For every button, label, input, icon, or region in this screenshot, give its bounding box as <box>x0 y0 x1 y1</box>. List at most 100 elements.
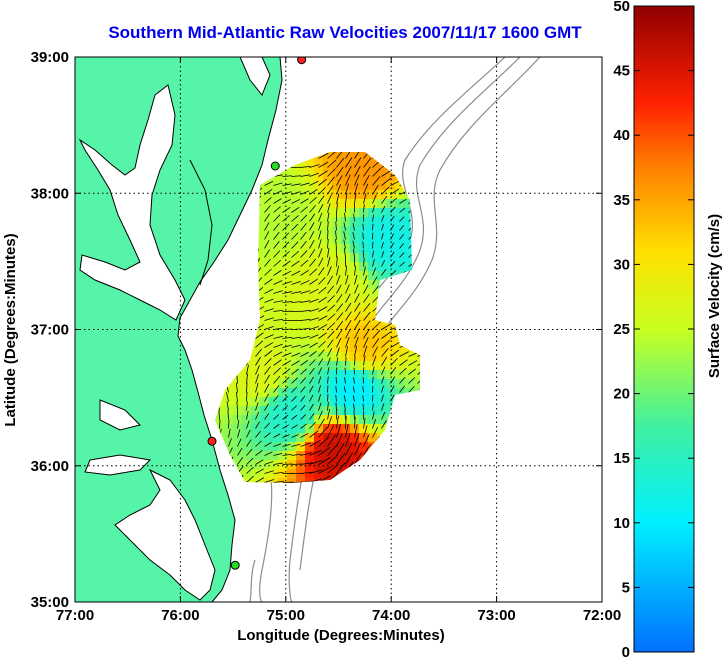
velocity-arrow <box>345 319 352 330</box>
velocity-arrow <box>291 434 299 438</box>
velocity-arrow <box>300 290 311 294</box>
velocity-arrow <box>327 176 335 186</box>
colorbar-label: Surface Velocity (cm/s) <box>706 214 723 378</box>
velocity-arrow <box>327 376 329 384</box>
velocity-arrow <box>255 392 259 402</box>
velocity-arrow <box>372 285 379 294</box>
velocity-arrow <box>318 161 329 168</box>
velocity-arrow <box>255 365 260 375</box>
velocity-arrow <box>300 386 306 393</box>
speed-cell <box>341 152 350 154</box>
velocity-arrow <box>273 404 279 411</box>
velocity-arrow <box>363 311 371 321</box>
velocity-arrow <box>300 240 307 249</box>
speed-cell <box>332 152 341 154</box>
velocity-arrow <box>353 410 355 420</box>
velocity-arrow <box>309 430 319 438</box>
velocity-arrow <box>381 260 386 267</box>
velocity-arrow <box>255 431 261 438</box>
velocity-arrow <box>255 440 262 447</box>
colorbar-tick-label: 10 <box>613 515 630 532</box>
velocity-arrow <box>408 352 419 357</box>
velocity-arrow <box>318 257 324 267</box>
velocity-arrow <box>291 183 301 186</box>
velocity-arrow <box>300 452 313 456</box>
colorbar-tick-label: 0 <box>622 644 630 659</box>
velocity-arrow <box>309 288 319 294</box>
velocity-arrow <box>291 206 300 213</box>
velocity-arrow <box>300 433 309 438</box>
velocity-arrow <box>343 395 346 402</box>
velocity-arrow <box>282 199 292 204</box>
map-title: Southern Mid-Atlantic Raw Velocities 200… <box>108 23 582 42</box>
velocity-arrow <box>309 249 316 258</box>
velocity-arrow <box>381 356 388 366</box>
velocity-arrow <box>336 175 343 186</box>
velocity-arrow <box>300 319 311 321</box>
velocity-arrow <box>372 214 374 222</box>
speed-cell <box>305 478 314 483</box>
y-axis-label: Latitude (Degrees:Minutes) <box>2 233 19 426</box>
velocity-arrow <box>327 401 329 411</box>
velocity-arrow <box>335 221 337 231</box>
velocity-arrow <box>291 280 301 285</box>
velocity-arrow <box>363 425 368 438</box>
velocity-arrow <box>291 270 301 276</box>
velocity-arrow <box>372 329 381 339</box>
velocity-arrow <box>345 452 354 465</box>
speed-cell <box>278 478 287 483</box>
velocity-arrow <box>399 351 409 357</box>
velocity-arrow <box>381 169 392 177</box>
velocity-arrow <box>344 212 346 222</box>
velocity-arrow <box>300 190 310 195</box>
velocity-arrow <box>354 442 362 456</box>
velocity-arrow <box>345 174 351 186</box>
velocity-arrow <box>372 276 378 285</box>
velocity-arrow <box>381 242 384 249</box>
colorbar-tick-label: 45 <box>613 63 630 80</box>
velocity-arrow <box>309 268 318 276</box>
colorbar-tick-label: 15 <box>613 450 630 467</box>
velocity-arrow <box>363 434 370 447</box>
velocity-arrow <box>291 405 297 411</box>
velocity-arrow <box>352 403 355 411</box>
velocity-arrow <box>372 250 374 258</box>
velocity-arrow <box>381 331 391 339</box>
velocity-arrow <box>336 443 345 456</box>
velocity-arrow <box>264 298 274 303</box>
velocity-arrow <box>345 293 351 303</box>
velocity-arrow <box>273 343 283 348</box>
velocity-arrow <box>318 332 327 339</box>
velocity-arrow <box>318 267 325 276</box>
velocity-arrow <box>345 423 349 438</box>
velocity-arrow <box>282 395 288 402</box>
velocity-arrow <box>309 334 319 339</box>
velocity-arrow <box>264 383 270 393</box>
velocity-arrow <box>291 352 301 357</box>
velocity-arrow <box>354 192 357 204</box>
velocity-arrow <box>236 401 238 411</box>
colorbar-tick-label: 5 <box>622 579 630 596</box>
velocity-arrow <box>354 416 356 429</box>
velocity-arrow <box>372 321 381 330</box>
velocity-arrow <box>300 343 310 348</box>
velocity-arrow <box>408 386 415 393</box>
velocity-arrow <box>273 309 284 312</box>
velocity-arrow <box>291 291 302 294</box>
colorbar-tick-label: 35 <box>613 192 630 209</box>
velocity-arrow <box>327 322 336 330</box>
velocity-arrow <box>264 213 270 222</box>
velocity-arrow <box>273 367 281 375</box>
velocity-arrow <box>264 181 274 186</box>
velocity-arrow <box>309 230 315 240</box>
velocity-arrow <box>282 280 292 285</box>
velocity-arrow <box>273 259 281 267</box>
velocity-arrow <box>381 186 390 195</box>
velocity-arrow <box>372 259 375 267</box>
velocity-arrow <box>408 360 418 366</box>
velocity-arrow <box>381 411 386 420</box>
x-tick-label: 77:00 <box>56 607 94 624</box>
velocity-arrow <box>372 176 381 186</box>
velocity-arrow <box>345 157 353 168</box>
velocity-arrow <box>408 377 416 384</box>
